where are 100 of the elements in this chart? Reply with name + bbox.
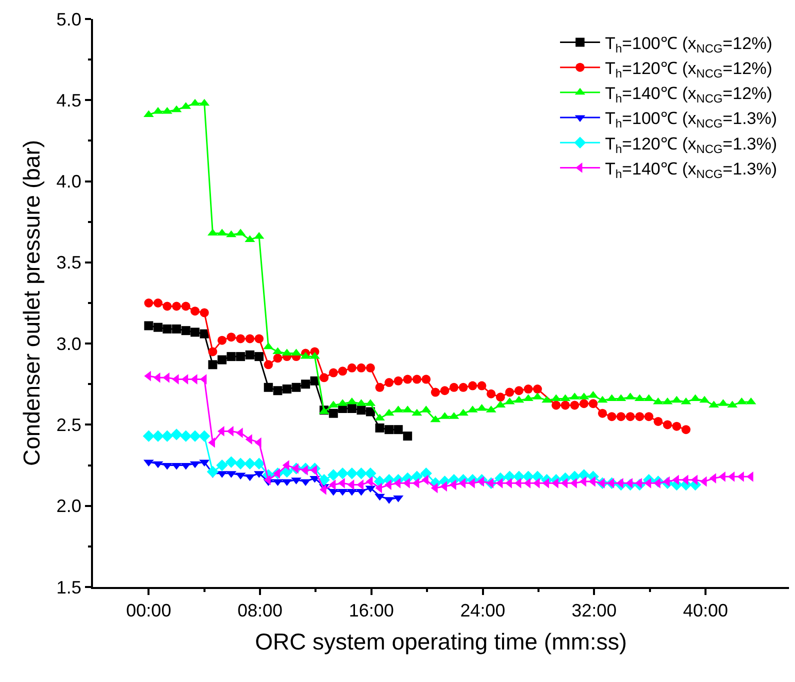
- point: [672, 422, 682, 431]
- legend-label: T$_{h}$=100℃ (x$_{NCG}$=12%): [605, 34, 772, 56]
- point: [570, 400, 580, 410]
- point: [403, 432, 412, 441]
- point: [208, 360, 218, 370]
- point: [486, 389, 496, 398]
- point: [154, 322, 163, 332]
- point: [394, 425, 403, 434]
- point: [644, 412, 654, 422]
- point: [422, 374, 431, 384]
- point: [579, 399, 588, 408]
- legend-label: T$_{h}$=100℃ (x$_{NCG}$=1.3%): [605, 109, 778, 131]
- y-tick-label: 4.5: [56, 90, 82, 110]
- x-axis-title: ORC system operating time (mm:ss): [255, 628, 627, 655]
- point: [430, 388, 440, 397]
- point: [440, 386, 450, 396]
- x-tick-label: 40:00: [682, 600, 728, 621]
- point: [225, 456, 238, 468]
- point: [356, 363, 366, 372]
- point: [254, 352, 264, 362]
- point: [273, 386, 282, 396]
- point: [616, 412, 626, 422]
- point: [346, 468, 358, 480]
- point: [338, 366, 348, 376]
- point: [172, 302, 182, 311]
- point: [393, 495, 404, 502]
- point: [552, 400, 561, 410]
- point: [272, 479, 283, 486]
- point: [662, 420, 672, 430]
- point: [236, 352, 246, 362]
- point: [468, 381, 478, 390]
- point: [218, 336, 227, 345]
- point: [347, 363, 356, 372]
- y-axis-title: Condenser outlet pressure (bar): [18, 140, 44, 466]
- point: [144, 321, 154, 330]
- point: [375, 423, 384, 432]
- point: [635, 412, 644, 422]
- point: [301, 380, 310, 389]
- point: [328, 368, 338, 378]
- point: [588, 399, 598, 408]
- point: [505, 388, 514, 397]
- point: [200, 308, 209, 318]
- point: [226, 352, 236, 362]
- point: [162, 302, 172, 311]
- point: [181, 326, 190, 336]
- point: [170, 428, 182, 440]
- point: [366, 407, 375, 416]
- point: [245, 334, 254, 344]
- point: [189, 430, 201, 442]
- point: [336, 468, 348, 480]
- point: [626, 412, 635, 422]
- y-tick-label: 2.0: [56, 496, 82, 516]
- point: [320, 373, 329, 382]
- point: [244, 458, 256, 470]
- point: [532, 384, 542, 394]
- point: [292, 382, 301, 392]
- point: [264, 360, 273, 370]
- point: [328, 408, 338, 418]
- point: [496, 392, 505, 402]
- point: [394, 376, 403, 386]
- point: [216, 459, 228, 472]
- y-tick-label: 3.5: [56, 252, 82, 273]
- point: [375, 382, 384, 392]
- point: [403, 374, 412, 384]
- point: [142, 430, 155, 442]
- point: [524, 384, 533, 394]
- point: [264, 382, 273, 392]
- x-tick-label: 32:00: [572, 600, 617, 621]
- y-tick-label: 1.5: [56, 577, 82, 598]
- point: [598, 408, 607, 418]
- point: [161, 430, 174, 442]
- point: [180, 430, 192, 442]
- point: [374, 494, 385, 501]
- point: [384, 378, 394, 388]
- point: [347, 404, 356, 413]
- point: [654, 416, 663, 426]
- point: [384, 425, 394, 434]
- y-tick-label: 4.0: [56, 172, 82, 192]
- point: [355, 468, 368, 480]
- y-tick-label: 5.0: [56, 9, 82, 30]
- legend-label: T$_{h}$=120℃ (x$_{NCG}$=1.3%): [605, 134, 778, 156]
- point: [236, 334, 246, 344]
- point: [681, 425, 690, 434]
- y-tick-label: 2.5: [56, 415, 82, 436]
- point: [328, 469, 340, 481]
- point: [208, 347, 218, 356]
- point: [144, 298, 154, 308]
- point: [412, 374, 422, 384]
- point: [253, 458, 265, 470]
- x-tick-label: 00:00: [126, 600, 172, 621]
- point: [458, 382, 468, 392]
- point: [198, 430, 210, 442]
- point: [607, 412, 616, 422]
- point: [206, 466, 219, 478]
- point: [218, 355, 227, 364]
- point: [162, 324, 172, 334]
- point: [152, 430, 164, 442]
- point: [560, 400, 570, 410]
- point: [282, 384, 292, 394]
- point: [154, 298, 163, 308]
